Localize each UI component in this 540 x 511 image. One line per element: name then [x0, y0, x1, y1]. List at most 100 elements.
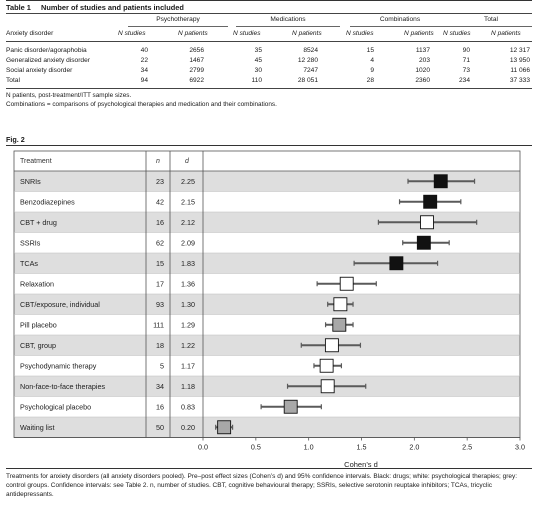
effect-size-value: 1.36 — [181, 279, 195, 288]
treatment-label: SNRIs — [20, 177, 41, 186]
study-count: 42 — [156, 197, 164, 206]
group-rule-psychotherapy — [128, 26, 228, 27]
study-count: 50 — [156, 423, 164, 432]
group-header-combinations: Combinations — [379, 16, 421, 23]
group-header-medications: Medications — [270, 16, 306, 23]
effect-size-value: 0.20 — [181, 423, 195, 432]
table-cell: 11 066 — [510, 67, 530, 74]
effect-size-value: 2.09 — [181, 238, 195, 247]
treatment-label: Psychodynamic therapy — [20, 361, 97, 370]
subheader-psy-studies: N studies — [118, 30, 146, 37]
table-cell: 40 — [140, 47, 148, 54]
subheader-med-patients: N patients — [292, 30, 322, 37]
treatment-label: Benzodiazepines — [20, 197, 75, 206]
study-count: 93 — [156, 300, 164, 309]
table-cell: 94 — [140, 77, 148, 84]
effect-size-marker — [283, 399, 298, 414]
figure-bottom-rule — [6, 468, 532, 469]
x-axis-label: Cohen’s d — [344, 460, 378, 468]
study-count: 16 — [156, 218, 164, 227]
effect-size-marker — [324, 338, 339, 353]
table-cell: 28 — [366, 77, 374, 84]
study-count: 62 — [156, 238, 164, 247]
effect-size-marker — [320, 379, 335, 394]
x-tick-label: 2.5 — [462, 443, 472, 452]
table-cell: 234 — [458, 77, 470, 84]
table-cell: 1467 — [189, 57, 204, 64]
x-axis: 0.0 0.5 1.0 1.5 2.0 2.5 3.0 — [14, 437, 525, 452]
subheader-psy-patients: N patients — [178, 30, 208, 37]
subheader-total-patients: N patients — [491, 30, 521, 37]
row-labels: SNRIs 23 2.25 Benzodiazepines 42 2.15 CBT + dr… — [20, 177, 195, 432]
group-rule-total — [450, 26, 532, 27]
subheader-med-studies: N studies — [233, 30, 261, 37]
effect-size-value: 2.25 — [181, 177, 195, 186]
study-count: 16 — [156, 402, 164, 411]
table-cell: 2799 — [189, 67, 204, 74]
column-header-treatment: Treatment — [20, 158, 52, 165]
effect-size-marker — [332, 317, 347, 332]
x-tick-label: 1.0 — [304, 443, 314, 452]
table-top-rule — [6, 0, 532, 1]
effect-size-marker — [389, 256, 404, 271]
row-bands — [14, 171, 520, 438]
figure-caption: Treatments for anxiety disorders (all an… — [6, 473, 518, 498]
table-note-2: Combinations = comparisons of psychologi… — [6, 101, 277, 108]
treatment-label: Pill placebo — [20, 320, 57, 329]
table-number: Table 1 — [6, 3, 31, 12]
x-tick-label: 3.0 — [515, 443, 525, 452]
treatment-label: Waiting list — [20, 423, 54, 432]
table-caption: Table 1 Number of studies and patients i… — [6, 3, 184, 12]
table-cell: 1020 — [415, 67, 430, 74]
group-header-psychotherapy: Psychotherapy — [156, 16, 200, 23]
treatment-label: TCAs — [20, 259, 38, 268]
column-header-d: d — [185, 158, 190, 165]
table-cell: 13 950 — [509, 57, 530, 64]
table-note-1: N patients, post-treatment/ITT sample si… — [6, 92, 132, 99]
table-cell: 90 — [462, 47, 470, 54]
effect-size-value: 1.17 — [181, 361, 195, 370]
table-cell: 9 — [370, 67, 374, 74]
x-tick-label: 2.0 — [409, 443, 419, 452]
effect-size-value: 1.29 — [181, 320, 195, 329]
effect-size-marker — [217, 420, 232, 435]
effect-size-value: 1.30 — [181, 300, 195, 309]
effect-size-marker — [319, 358, 334, 373]
effect-size-marker — [416, 235, 431, 250]
row-band — [14, 376, 520, 397]
table-cell: 7247 — [303, 67, 318, 74]
treatment-label: CBT/exposure, individual — [20, 300, 100, 309]
table-bottom-rule — [6, 88, 532, 89]
table-cell: 28 051 — [297, 77, 318, 84]
effect-size-value: 0.83 — [181, 402, 195, 411]
table-cell: 71 — [462, 57, 470, 64]
table-cell: 22 — [140, 57, 148, 64]
table-row-label: Total — [6, 77, 20, 84]
table-cell: 6922 — [189, 77, 204, 84]
table-row-label: Social anxiety disorder — [6, 67, 73, 74]
plot-frame — [13, 150, 521, 438]
effect-size-value: 1.83 — [181, 259, 195, 268]
study-count: 18 — [156, 341, 164, 350]
subheader-comb-patients: N patients — [404, 30, 434, 37]
table-cell: 203 — [418, 57, 430, 64]
table-cell: 8524 — [303, 47, 318, 54]
effect-size-marker — [433, 174, 448, 189]
table-cell: 73 — [462, 67, 470, 74]
study-count: 17 — [156, 279, 164, 288]
table-cell: 12 317 — [509, 47, 530, 54]
table-cell: 1137 — [415, 47, 430, 54]
table-cell: 37 333 — [509, 77, 530, 84]
subheader-comb-studies: N studies — [346, 30, 374, 37]
figure-top-rule — [6, 145, 532, 146]
row-band — [14, 253, 520, 274]
table-subheader-rule — [6, 41, 532, 42]
group-rule-medications — [236, 26, 340, 27]
row-header: Anxiety disorder — [6, 30, 54, 37]
study-count: 23 — [156, 177, 164, 186]
table-title: Number of studies and patients included — [40, 3, 184, 12]
table-cell: 12 280 — [297, 57, 318, 64]
table-cell: 110 — [251, 77, 262, 84]
study-count: 5 — [160, 361, 164, 370]
effect-size-value: 1.18 — [181, 382, 195, 391]
